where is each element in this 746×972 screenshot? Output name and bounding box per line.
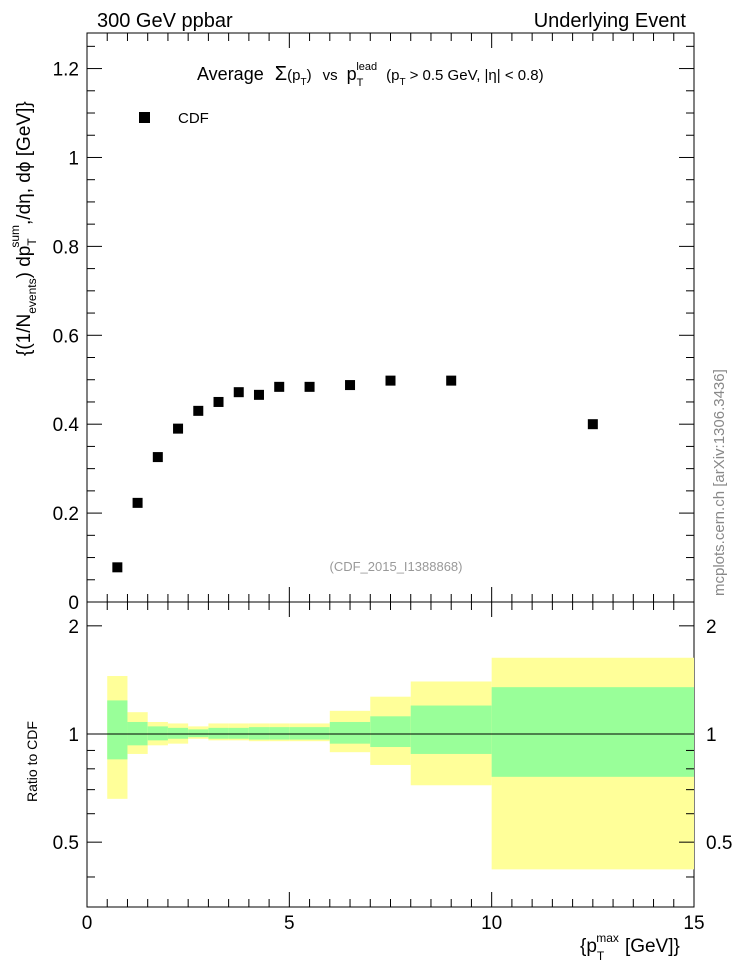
legend-label: CDF <box>178 110 209 127</box>
data-point <box>304 381 315 392</box>
legend-marker <box>139 112 150 123</box>
ratio-y-tick-label-left: 1 <box>68 725 79 746</box>
data-point <box>193 405 204 416</box>
watermark: mcplots.cern.ch [arXiv:1306.3436] <box>711 369 728 596</box>
title-cuts-b: > 0.5 GeV, |η| < 0.8) <box>410 67 544 84</box>
main-ticks: 0 0.2 0.4 0.6 0.8 1 1.2 <box>53 33 695 614</box>
data-point <box>587 419 598 430</box>
ratio-y-tick-label-left: 2 <box>68 617 79 638</box>
data-point <box>233 387 244 398</box>
data-point <box>213 396 224 407</box>
ratio-inner-band <box>167 727 189 739</box>
data-point <box>253 389 264 400</box>
ratio-inner-band <box>410 705 492 754</box>
ylabel-events: events <box>25 278 39 313</box>
ratio-inner-band <box>248 727 270 740</box>
y-tick-label: 0.6 <box>53 326 79 347</box>
data-point <box>173 423 184 434</box>
y-tick-label: 1 <box>68 148 79 169</box>
ratio-y-tick-label-left: 0.5 <box>53 833 79 854</box>
y-tick-label: 0.8 <box>53 237 79 258</box>
y-tick-label: 0.2 <box>53 504 79 525</box>
ratio-ticks: 0.5 0.5 1 1 2 2 0 5 10 15 <box>53 602 732 934</box>
x-tick-label: 0 <box>82 913 93 934</box>
title-prefix: Average <box>197 64 264 84</box>
ylabel-part3: ,/dη, dϕ [GeV]} <box>14 101 35 225</box>
ylabel-part1: {(1/N <box>14 314 35 356</box>
ratio-inner-band <box>370 716 411 748</box>
x-tick-label: 5 <box>284 913 295 934</box>
xlabel-unit: [GeV]} <box>625 936 680 957</box>
title-lead: lead <box>356 61 377 73</box>
data-point <box>446 375 457 386</box>
ratio-bands <box>107 657 694 870</box>
xlabel-max: max <box>596 931 619 945</box>
title-t-sub3: T <box>400 77 406 88</box>
plot-title: Average Σ(pT) vs pTlead (pT > 0.5 GeV, |η… <box>197 54 544 89</box>
ratio-inner-band <box>329 721 371 744</box>
ylabel-t: T <box>25 238 39 246</box>
title-t-sub: T <box>300 77 306 88</box>
ratio-inner-band <box>107 700 128 760</box>
ratio-y-tick-label-right: 2 <box>706 617 717 638</box>
ratio-inner-band <box>289 727 330 740</box>
y-tick-label: 0 <box>68 593 79 614</box>
y-tick-label: 1.2 <box>53 60 79 81</box>
data-markers <box>112 375 598 573</box>
header-left-label: 300 GeV ppbar <box>97 10 233 32</box>
ylabel-sum: sum <box>8 225 22 248</box>
ratio-y-label: Ratio to CDF <box>24 721 40 802</box>
ratio-inner-band <box>228 727 249 739</box>
analysis-tag: (CDF_2015_I1388868) <box>330 559 463 574</box>
ratio-y-tick-label-right: 0.5 <box>706 833 732 854</box>
ratio-inner-band <box>491 687 694 777</box>
data-point <box>345 380 356 391</box>
ylabel-part2: ) dp <box>14 246 35 279</box>
y-axis-label: {(1/Nevents) dpTsum,/dη, dϕ [GeV]} <box>8 101 39 356</box>
xlabel-t: T <box>597 949 605 963</box>
data-point <box>132 497 143 508</box>
data-point <box>112 562 123 573</box>
data-point <box>274 381 285 392</box>
ratio-inner-band <box>208 727 229 739</box>
data-point <box>385 375 396 386</box>
header-right-label: Underlying Event <box>534 10 687 32</box>
x-tick-label: 15 <box>683 913 704 934</box>
ratio-y-tick-label-right: 1 <box>706 725 717 746</box>
data-point <box>152 452 163 463</box>
title-t-sub2: T <box>357 77 364 89</box>
xlabel-main: {p <box>580 936 597 957</box>
ratio-inner-band <box>188 729 209 738</box>
ratio-inner-band <box>147 726 168 741</box>
x-tick-label: 10 <box>481 913 502 934</box>
y-tick-label: 0.4 <box>53 415 80 436</box>
title-p2: p <box>347 64 357 84</box>
title-cuts-a: (p <box>386 67 399 84</box>
x-axis-label: {pTmax [GeV]} <box>580 931 680 963</box>
title-p: p <box>292 67 300 84</box>
title-vs: vs <box>323 67 338 84</box>
title-sigma: Σ <box>275 63 287 85</box>
ratio-inner-band <box>269 727 290 740</box>
